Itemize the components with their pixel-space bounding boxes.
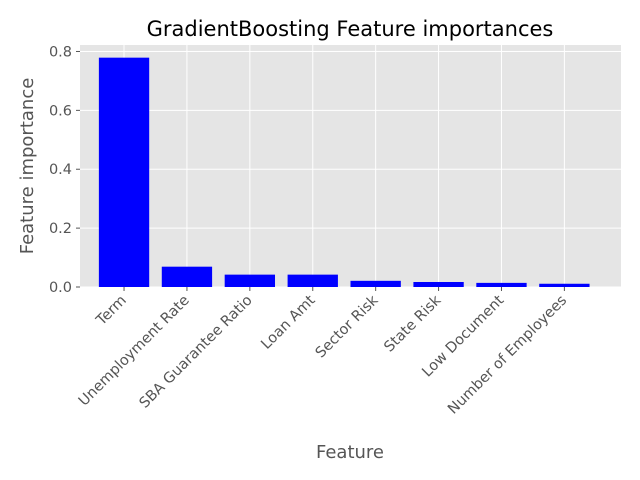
- bar: [413, 281, 464, 287]
- bar: [98, 57, 150, 288]
- y-tick-label: 0.4: [49, 162, 72, 178]
- bars: [98, 57, 590, 288]
- bar: [476, 282, 527, 287]
- plot-area: [80, 45, 621, 287]
- y-tick-label: 0.2: [49, 221, 72, 237]
- bar: [539, 283, 590, 287]
- bar: [350, 280, 401, 287]
- grid: [80, 45, 621, 288]
- y-axis-label: Feature importance: [17, 78, 38, 255]
- x-axis-label: Feature: [316, 442, 384, 463]
- bar: [287, 274, 338, 287]
- bar: [224, 274, 276, 287]
- bar: [161, 266, 213, 287]
- y-tick-label: 0.8: [49, 44, 72, 60]
- y-axis-ticks: 0.0 0.2 0.4 0.6 0.8: [49, 44, 80, 296]
- y-tick-label: 0.0: [49, 280, 72, 296]
- y-tick-label: 0.6: [49, 103, 72, 119]
- chart-title: GradientBoosting Feature importances: [147, 17, 554, 41]
